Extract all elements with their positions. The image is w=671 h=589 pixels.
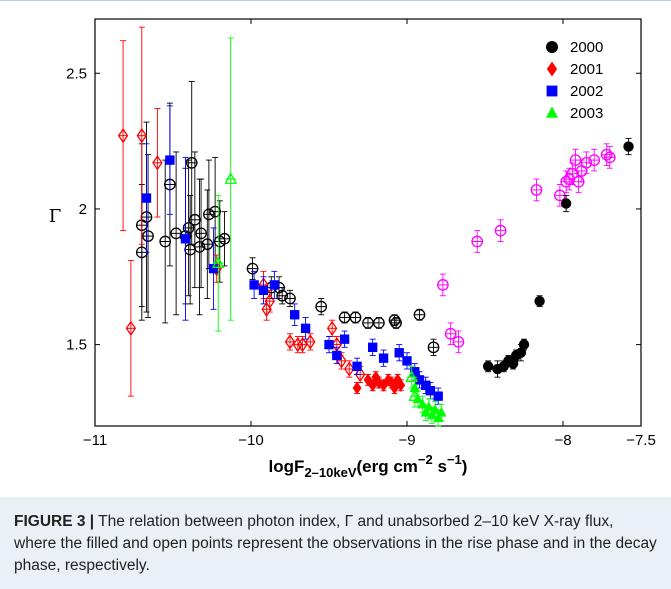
filled-triangle-point [423,401,435,412]
open-diamond-point [284,334,296,350]
filled-diamond-point [368,378,378,392]
data-marks [117,26,634,427]
filled-diamond-point [390,381,399,395]
filled-square-point [141,193,152,203]
legend-entry-label: 2001 [570,61,603,78]
filled-diamond-point [546,61,558,77]
filled-diamond-point [386,376,396,390]
open-triangle-point [211,256,225,269]
y-tick-label: 2 [79,201,87,218]
filled-triangle-point [433,412,444,423]
filled-square-point [208,263,219,274]
filled-circle-point [482,361,494,372]
filled-square-point [180,234,191,244]
filled-circle-point [546,41,558,53]
filled-square-point [546,85,558,97]
filled-square-point [421,380,431,390]
filled-square-point [258,285,269,296]
figure-caption: FIGURE 3 | The relation between photon i… [0,497,671,589]
legend-entry-label: 2003 [570,105,603,122]
x-tick-label: −8 [554,432,571,449]
filled-diamond-point [352,381,362,395]
filled-triangle-point [420,406,431,417]
scatter-chart: −11 −10 −9 −8 −7.5 1.5 2 2.5 2000 2001 2002 2003 Γ… [49,18,656,480]
open-triangle-point [405,370,418,382]
filled-triangle-point [429,404,441,414]
filled-square-point [352,361,362,371]
filled-circle-point [623,141,634,152]
filled-square-point [300,323,311,333]
filled-circle-point [518,339,530,350]
x-tick-label: −9 [398,432,415,449]
legend: 2000 2001 2002 2003 [546,39,603,122]
open-diamond-point [136,128,148,144]
open-diamond-point [297,336,308,353]
filled-square-point [339,334,350,344]
filled-square-point [165,155,175,165]
legend-entry-label: 2002 [570,83,603,100]
open-diamond-point [264,293,275,309]
series-2003 [211,37,447,427]
filled-diamond-point [363,373,373,387]
series-unlabeled [437,143,616,354]
filled-square-point [433,391,443,401]
open-diamond-point [117,128,129,144]
filled-square-point [410,367,420,377]
filled-circle-point [534,295,545,307]
open-diamond-point [292,336,304,353]
filled-square-point [269,280,280,290]
figure-label: FIGURE 3 | [14,513,95,530]
filled-square-point [332,350,342,361]
filled-square-point [368,342,378,352]
caption-text: The relation between photon index, Γ and… [14,513,657,574]
axis-ticks: −11 −10 −9 −8 −7.5 1.5 2 2.5 [66,19,656,449]
filled-square-point [290,310,300,320]
filled-circle-point [560,198,572,209]
figure-top-border [0,0,671,1]
filled-square-point [425,386,436,396]
filled-square-point [324,339,334,350]
filled-triangle-point [412,393,424,404]
series-2002 [141,105,443,405]
filled-square-point [378,353,389,363]
filled-triangle-point [417,398,428,409]
filled-square-point [402,356,412,366]
plot-area [94,18,642,427]
filled-triangle-point [546,106,558,118]
filled-square-point [249,280,259,290]
x-axis-label: logF2–10keV(erg cm−2 s−1) [269,452,468,480]
filled-diamond-point [396,378,406,392]
filled-triangle-point [436,406,447,417]
open-triangle-point [224,171,237,184]
y-tick-label: 1.5 [66,337,87,354]
filled-triangle-point [426,409,438,420]
x-tick-label: −10 [238,432,263,449]
y-tick-label: 2.5 [66,65,87,82]
x-tick-label: −7.5 [626,432,656,449]
open-diamond-point [326,320,338,336]
open-diamond-point [152,155,163,171]
open-diamond-point [305,334,316,350]
filled-diamond-point [371,370,381,384]
y-axis-label: Γ [49,206,62,227]
x-tick-label: −11 [83,432,107,449]
open-diamond-point [125,320,137,336]
filled-triangle-point [409,382,420,393]
filled-square-point [414,375,425,385]
open-diamond-point [344,361,355,377]
filled-square-point [394,348,404,358]
legend-entry-label: 2000 [570,39,603,56]
series-2000 [135,80,634,378]
